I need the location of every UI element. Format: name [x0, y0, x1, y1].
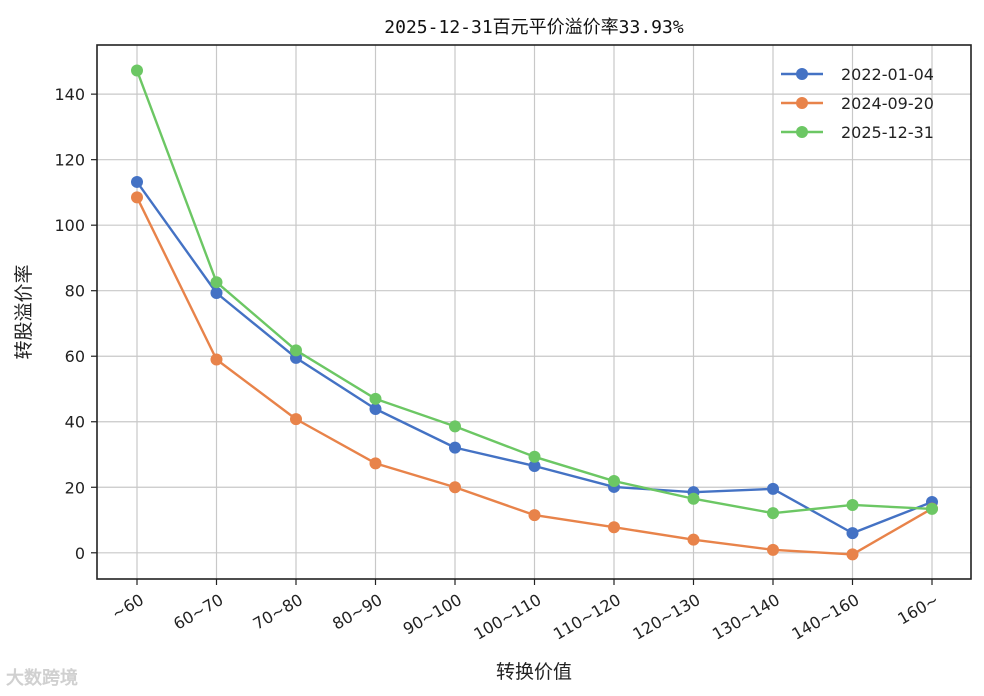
y-tick-label: 100: [54, 216, 85, 235]
y-axis-ticks: 0 20 40 60 80 100 120 140: [54, 85, 97, 563]
x-tick-label: 100~110: [470, 590, 544, 644]
data-point: [210, 276, 223, 289]
data-point: [290, 344, 302, 357]
data-point: [210, 353, 223, 366]
data-point: [687, 533, 700, 546]
legend: 2022-01-04 2024-09-20 2025-12-31: [781, 65, 934, 142]
series-2025-12-31: [131, 64, 938, 520]
y-tick-label: 60: [65, 347, 85, 366]
data-point: [449, 441, 461, 454]
chart-title: 2025-12-31百元平价溢价率33.93%: [384, 17, 684, 38]
legend-item: 2024-09-20: [781, 94, 934, 113]
y-tick-label: 20: [65, 478, 85, 497]
x-axis-label: 转换价值: [496, 661, 572, 683]
data-point: [369, 402, 382, 415]
legend-label: 2025-12-31: [841, 123, 934, 142]
data-point: [449, 481, 461, 494]
y-tick-label: 140: [54, 85, 85, 104]
data-point: [926, 502, 938, 515]
data-point: [131, 64, 143, 77]
x-tick-label: 120~130: [629, 590, 703, 644]
data-point: [131, 191, 143, 204]
legend-item: 2025-12-31: [781, 123, 934, 142]
data-point: [608, 475, 620, 488]
data-point: [846, 548, 859, 561]
data-point: [528, 509, 541, 522]
data-point: [369, 457, 382, 470]
watermark-logo: 大数跨境: [6, 668, 78, 689]
y-tick-label: 0: [75, 544, 85, 563]
x-tick-label: 130~140: [709, 590, 783, 644]
x-tick-label: 60~70: [170, 590, 226, 634]
data-point: [369, 392, 382, 405]
y-axis-label: 转股溢价率: [13, 264, 35, 359]
grid: [97, 45, 971, 579]
data-point: [767, 482, 779, 495]
legend-label: 2022-01-04: [841, 65, 934, 84]
x-tick-label: 90~100: [400, 590, 465, 639]
data-point: [290, 413, 302, 426]
y-tick-label: 120: [54, 151, 85, 170]
legend-label: 2024-09-20: [841, 94, 934, 113]
data-point: [846, 498, 859, 511]
legend-swatch-marker: [796, 68, 808, 80]
data-point: [687, 492, 700, 505]
data-point: [846, 527, 859, 540]
x-tick-label: 110~120: [550, 590, 624, 644]
y-tick-label: 80: [65, 282, 85, 301]
data-point: [210, 286, 223, 299]
x-tick-label: 160~: [894, 590, 942, 628]
data-point: [449, 420, 461, 433]
legend-swatch-marker: [796, 97, 808, 109]
data-point: [608, 521, 620, 534]
series-layer: [131, 64, 938, 561]
x-tick-label: ~60: [108, 590, 147, 623]
legend-swatch-marker: [796, 126, 808, 138]
x-axis-ticks: ~60 60~70 70~80 80~90 90~100 100~110 110~120 12…: [108, 579, 942, 644]
y-tick-label: 40: [65, 413, 85, 432]
legend-item: 2022-01-04: [781, 65, 934, 84]
x-tick-label: 140~160: [788, 590, 862, 644]
data-point: [528, 459, 541, 472]
data-point: [528, 450, 541, 463]
data-point: [767, 543, 779, 556]
x-tick-label: 70~80: [250, 590, 306, 634]
data-point: [767, 507, 779, 520]
x-tick-label: 80~90: [329, 590, 385, 634]
data-point: [131, 175, 143, 188]
